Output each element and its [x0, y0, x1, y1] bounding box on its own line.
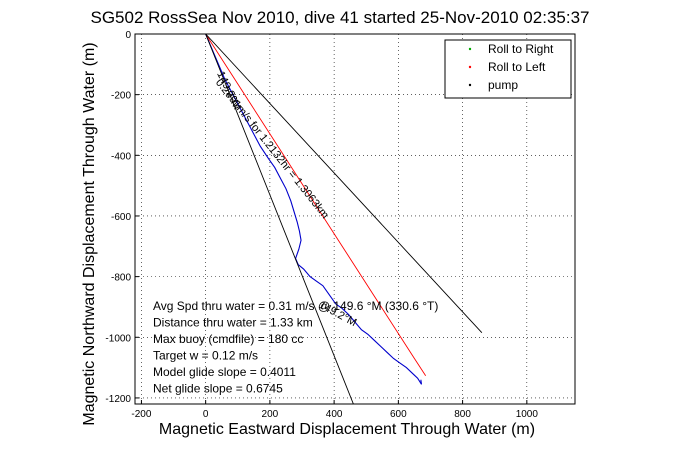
annotation-line: Target w = 0.12 m/s [153, 349, 258, 363]
y-tick-label: -600 [111, 212, 131, 223]
x-axis-label: Magnetic Eastward Displacement Through W… [159, 421, 535, 438]
x-tick-label: 600 [390, 409, 407, 420]
annotation-line: Avg Spd thru water = 0.31 m/s @ 149.6 °M… [153, 299, 438, 313]
chart-title: SG502 RossSea Nov 2010, dive 41 started … [91, 8, 590, 27]
annotations: Avg Spd thru water = 0.31 m/s @ 149.6 °M… [153, 299, 438, 396]
series-bound-1 [205, 34, 483, 334]
y-tick-label: -400 [111, 151, 131, 162]
annotation-line: Model glide slope = 0.4011 [153, 365, 296, 379]
legend-entry: Roll to Left [488, 60, 546, 74]
legend: Roll to Right Roll to Left pump [444, 39, 572, 99]
x-tick-label: 800 [454, 409, 471, 420]
y-tick-label: -1000 [105, 333, 131, 344]
y-tick-label: -800 [111, 273, 131, 284]
legend-entry: Roll to Right [488, 42, 554, 56]
series-roll-to-left [205, 34, 427, 377]
series-track [205, 34, 423, 385]
legend-marker [468, 47, 472, 51]
grid [135, 33, 575, 404]
tick-labels: -200 0 200 400 600 800 1000 0 -200 -400 -600 -800 -1… [105, 30, 538, 420]
x-tick-label: -200 [131, 409, 151, 420]
x-tick-label: 0 [203, 409, 209, 420]
legend-box [444, 39, 572, 99]
series-bound-2 [205, 34, 354, 404]
annotation-line: Max buoy (cmdfile) = 180 cc [153, 332, 303, 346]
y-axis-label: Magnetic Northward Displacement Through … [81, 42, 98, 425]
y-tick-label: -200 [111, 91, 131, 102]
y-tick-label: 0 [125, 30, 131, 41]
y-tick-label: -1200 [105, 394, 131, 405]
series-lines [205, 34, 483, 404]
legend-marker [468, 83, 472, 87]
annotation-line: Distance thru water = 1.33 km [153, 316, 313, 330]
annotation-line: Net glide slope = 0.6745 [153, 382, 283, 396]
x-tick-label: 400 [326, 409, 343, 420]
legend-entry: pump [488, 78, 518, 92]
x-tick-label: 200 [262, 409, 279, 420]
legend-marker [468, 65, 472, 69]
x-tick-label: 1000 [516, 409, 539, 420]
